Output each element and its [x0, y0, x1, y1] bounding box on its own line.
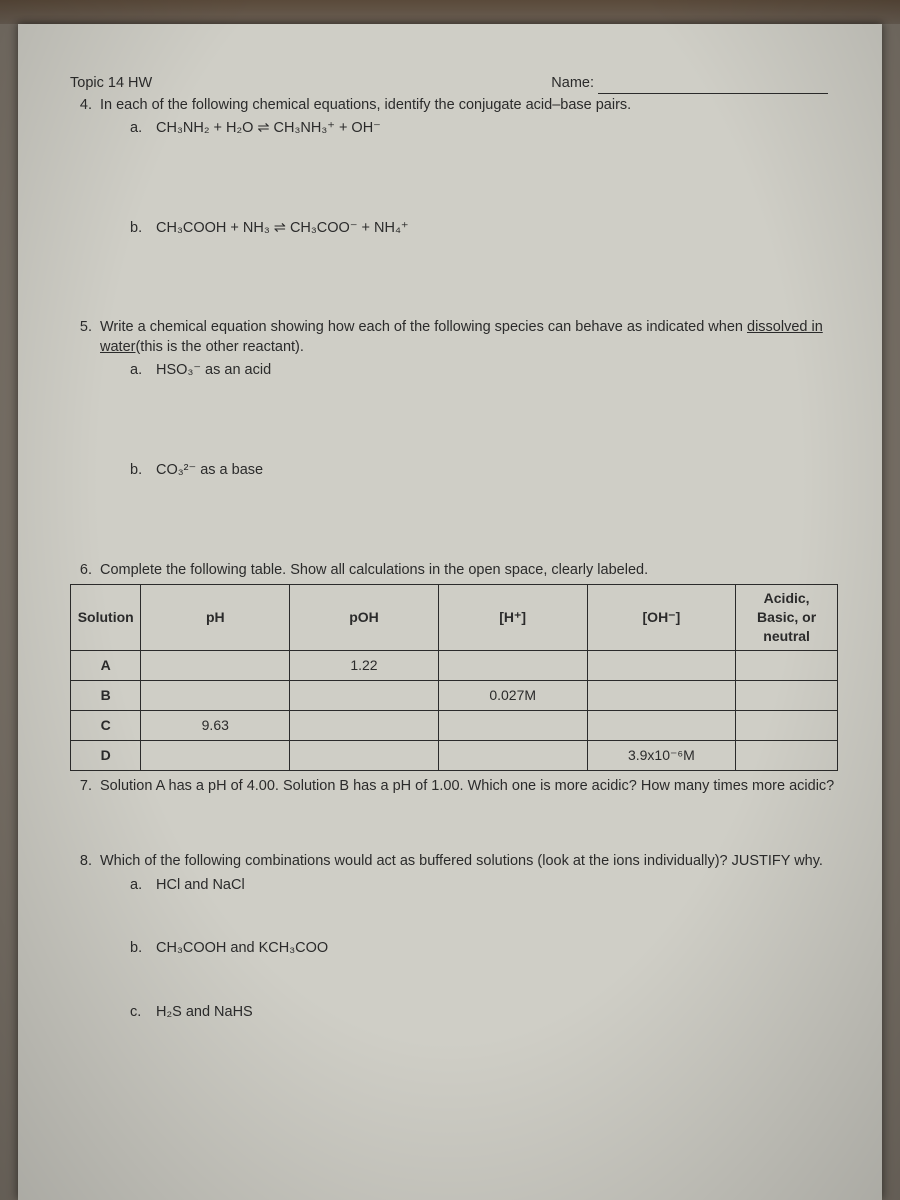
cell-abn[interactable]: [736, 650, 838, 680]
workspace-5a: [70, 381, 838, 461]
table-row: D 3.9x10⁻⁶M: [71, 740, 838, 770]
table-body: A 1.22 B 0.027M C 9.63: [71, 650, 838, 770]
cell-h[interactable]: [438, 650, 587, 680]
cell-h[interactable]: [438, 710, 587, 740]
cell-ph[interactable]: 9.63: [141, 710, 290, 740]
col-poh: pOH: [290, 585, 439, 651]
cell-oh[interactable]: [587, 710, 736, 740]
q8-number: 8.: [70, 852, 100, 872]
q5a-text: HSO₃⁻ as an acid: [156, 362, 271, 378]
q4b-equation: CH₃COOH + NH₃ ⇌ CH₃COO⁻ + NH₄⁺: [156, 220, 409, 236]
cell-sol: D: [71, 740, 141, 770]
name-blank-line[interactable]: [598, 80, 828, 94]
q8c-label: c.: [130, 1003, 152, 1023]
q4-text: In each of the following chemical equati…: [100, 96, 838, 116]
name-label: Name:: [551, 74, 594, 94]
q8-part-b: b. CH₃COOH and KCH₃COO: [130, 939, 838, 959]
workspace-4a: [70, 139, 838, 219]
cell-poh[interactable]: 1.22: [290, 650, 439, 680]
question-6: 6. Complete the following table. Show al…: [70, 561, 838, 581]
cell-ph[interactable]: [141, 650, 290, 680]
cell-h[interactable]: [438, 740, 587, 770]
question-4: 4. In each of the following chemical equ…: [70, 96, 838, 116]
workspace-8a: [70, 895, 838, 939]
workspace-5b: [70, 481, 838, 561]
cell-ph[interactable]: [141, 740, 290, 770]
col-oh: [OH⁻]: [587, 585, 736, 651]
q8-part-c: c. H₂S and NaHS: [130, 1003, 838, 1023]
q5a-label: a.: [130, 361, 152, 381]
cell-abn[interactable]: [736, 710, 838, 740]
cell-poh[interactable]: [290, 740, 439, 770]
workspace-8b: [70, 959, 838, 1003]
q5-part-a: a. HSO₃⁻ as an acid: [130, 361, 838, 381]
q5-text-post: (this is the other reactant).: [135, 339, 303, 355]
q8a-label: a.: [130, 876, 152, 896]
table-row: A 1.22: [71, 650, 838, 680]
cell-h[interactable]: 0.027M: [438, 680, 587, 710]
cell-sol: C: [71, 710, 141, 740]
q5-part-b: b. CO₃²⁻ as a base: [130, 461, 838, 481]
worksheet-paper: Topic 14 HW Name: 4. In each of the foll…: [18, 24, 882, 1200]
question-5: 5. Write a chemical equation showing how…: [70, 318, 838, 357]
table-header-row: Solution pH pOH [H⁺] [OH⁻] Acidic, Basic…: [71, 585, 838, 651]
q4a-equation: CH₃NH₂ + H₂O ⇌ CH₃NH₃⁺ + OH⁻: [156, 120, 381, 136]
col-solution: Solution: [71, 585, 141, 651]
col-h: [H⁺]: [438, 585, 587, 651]
workspace-7: [70, 796, 838, 852]
cell-oh[interactable]: 3.9x10⁻⁶M: [587, 740, 736, 770]
q8b-label: b.: [130, 939, 152, 959]
cell-ph[interactable]: [141, 680, 290, 710]
q4-part-b: b. CH₃COOH + NH₃ ⇌ CH₃COO⁻ + NH₄⁺: [130, 219, 838, 239]
q8-part-a: a. HCl and NaCl: [130, 876, 838, 896]
table-row: C 9.63: [71, 710, 838, 740]
col-ph: pH: [141, 585, 290, 651]
q5-text-pre: Write a chemical equation showing how ea…: [100, 319, 747, 335]
q6-number: 6.: [70, 561, 100, 581]
question-8: 8. Which of the following combinations w…: [70, 852, 838, 872]
q5b-label: b.: [130, 461, 152, 481]
q5-number: 5.: [70, 318, 100, 357]
cell-poh[interactable]: [290, 680, 439, 710]
cell-oh[interactable]: [587, 680, 736, 710]
question-7: 7. Solution A has a pH of 4.00. Solution…: [70, 777, 838, 797]
cell-abn[interactable]: [736, 680, 838, 710]
q8a-text: HCl and NaCl: [156, 877, 245, 893]
q4a-label: a.: [130, 119, 152, 139]
q6-text: Complete the following table. Show all c…: [100, 561, 838, 581]
table-row: B 0.027M: [71, 680, 838, 710]
header-row: Topic 14 HW Name:: [70, 74, 838, 94]
cell-poh[interactable]: [290, 710, 439, 740]
ph-table: Solution pH pOH [H⁺] [OH⁻] Acidic, Basic…: [70, 584, 838, 771]
col-abn: Acidic, Basic, or neutral: [736, 585, 838, 651]
photo-background-top: [0, 0, 900, 24]
q7-number: 7.: [70, 777, 100, 797]
q4b-label: b.: [130, 219, 152, 239]
cell-abn[interactable]: [736, 740, 838, 770]
q8b-text: CH₃COOH and KCH₃COO: [156, 940, 328, 956]
cell-oh[interactable]: [587, 650, 736, 680]
q4-part-a: a. CH₃NH₂ + H₂O ⇌ CH₃NH₃⁺ + OH⁻: [130, 119, 838, 139]
topic-title: Topic 14 HW: [70, 74, 152, 94]
cell-sol: B: [71, 680, 141, 710]
q4-number: 4.: [70, 96, 100, 116]
name-field: Name:: [551, 74, 828, 94]
q8-text: Which of the following combinations woul…: [100, 852, 838, 872]
workspace-4b: [70, 238, 838, 318]
q5b-text: CO₃²⁻ as a base: [156, 462, 263, 478]
q8c-text: H₂S and NaHS: [156, 1004, 253, 1020]
q7-text: Solution A has a pH of 4.00. Solution B …: [100, 777, 838, 797]
q5-text: Write a chemical equation showing how ea…: [100, 318, 838, 357]
cell-sol: A: [71, 650, 141, 680]
